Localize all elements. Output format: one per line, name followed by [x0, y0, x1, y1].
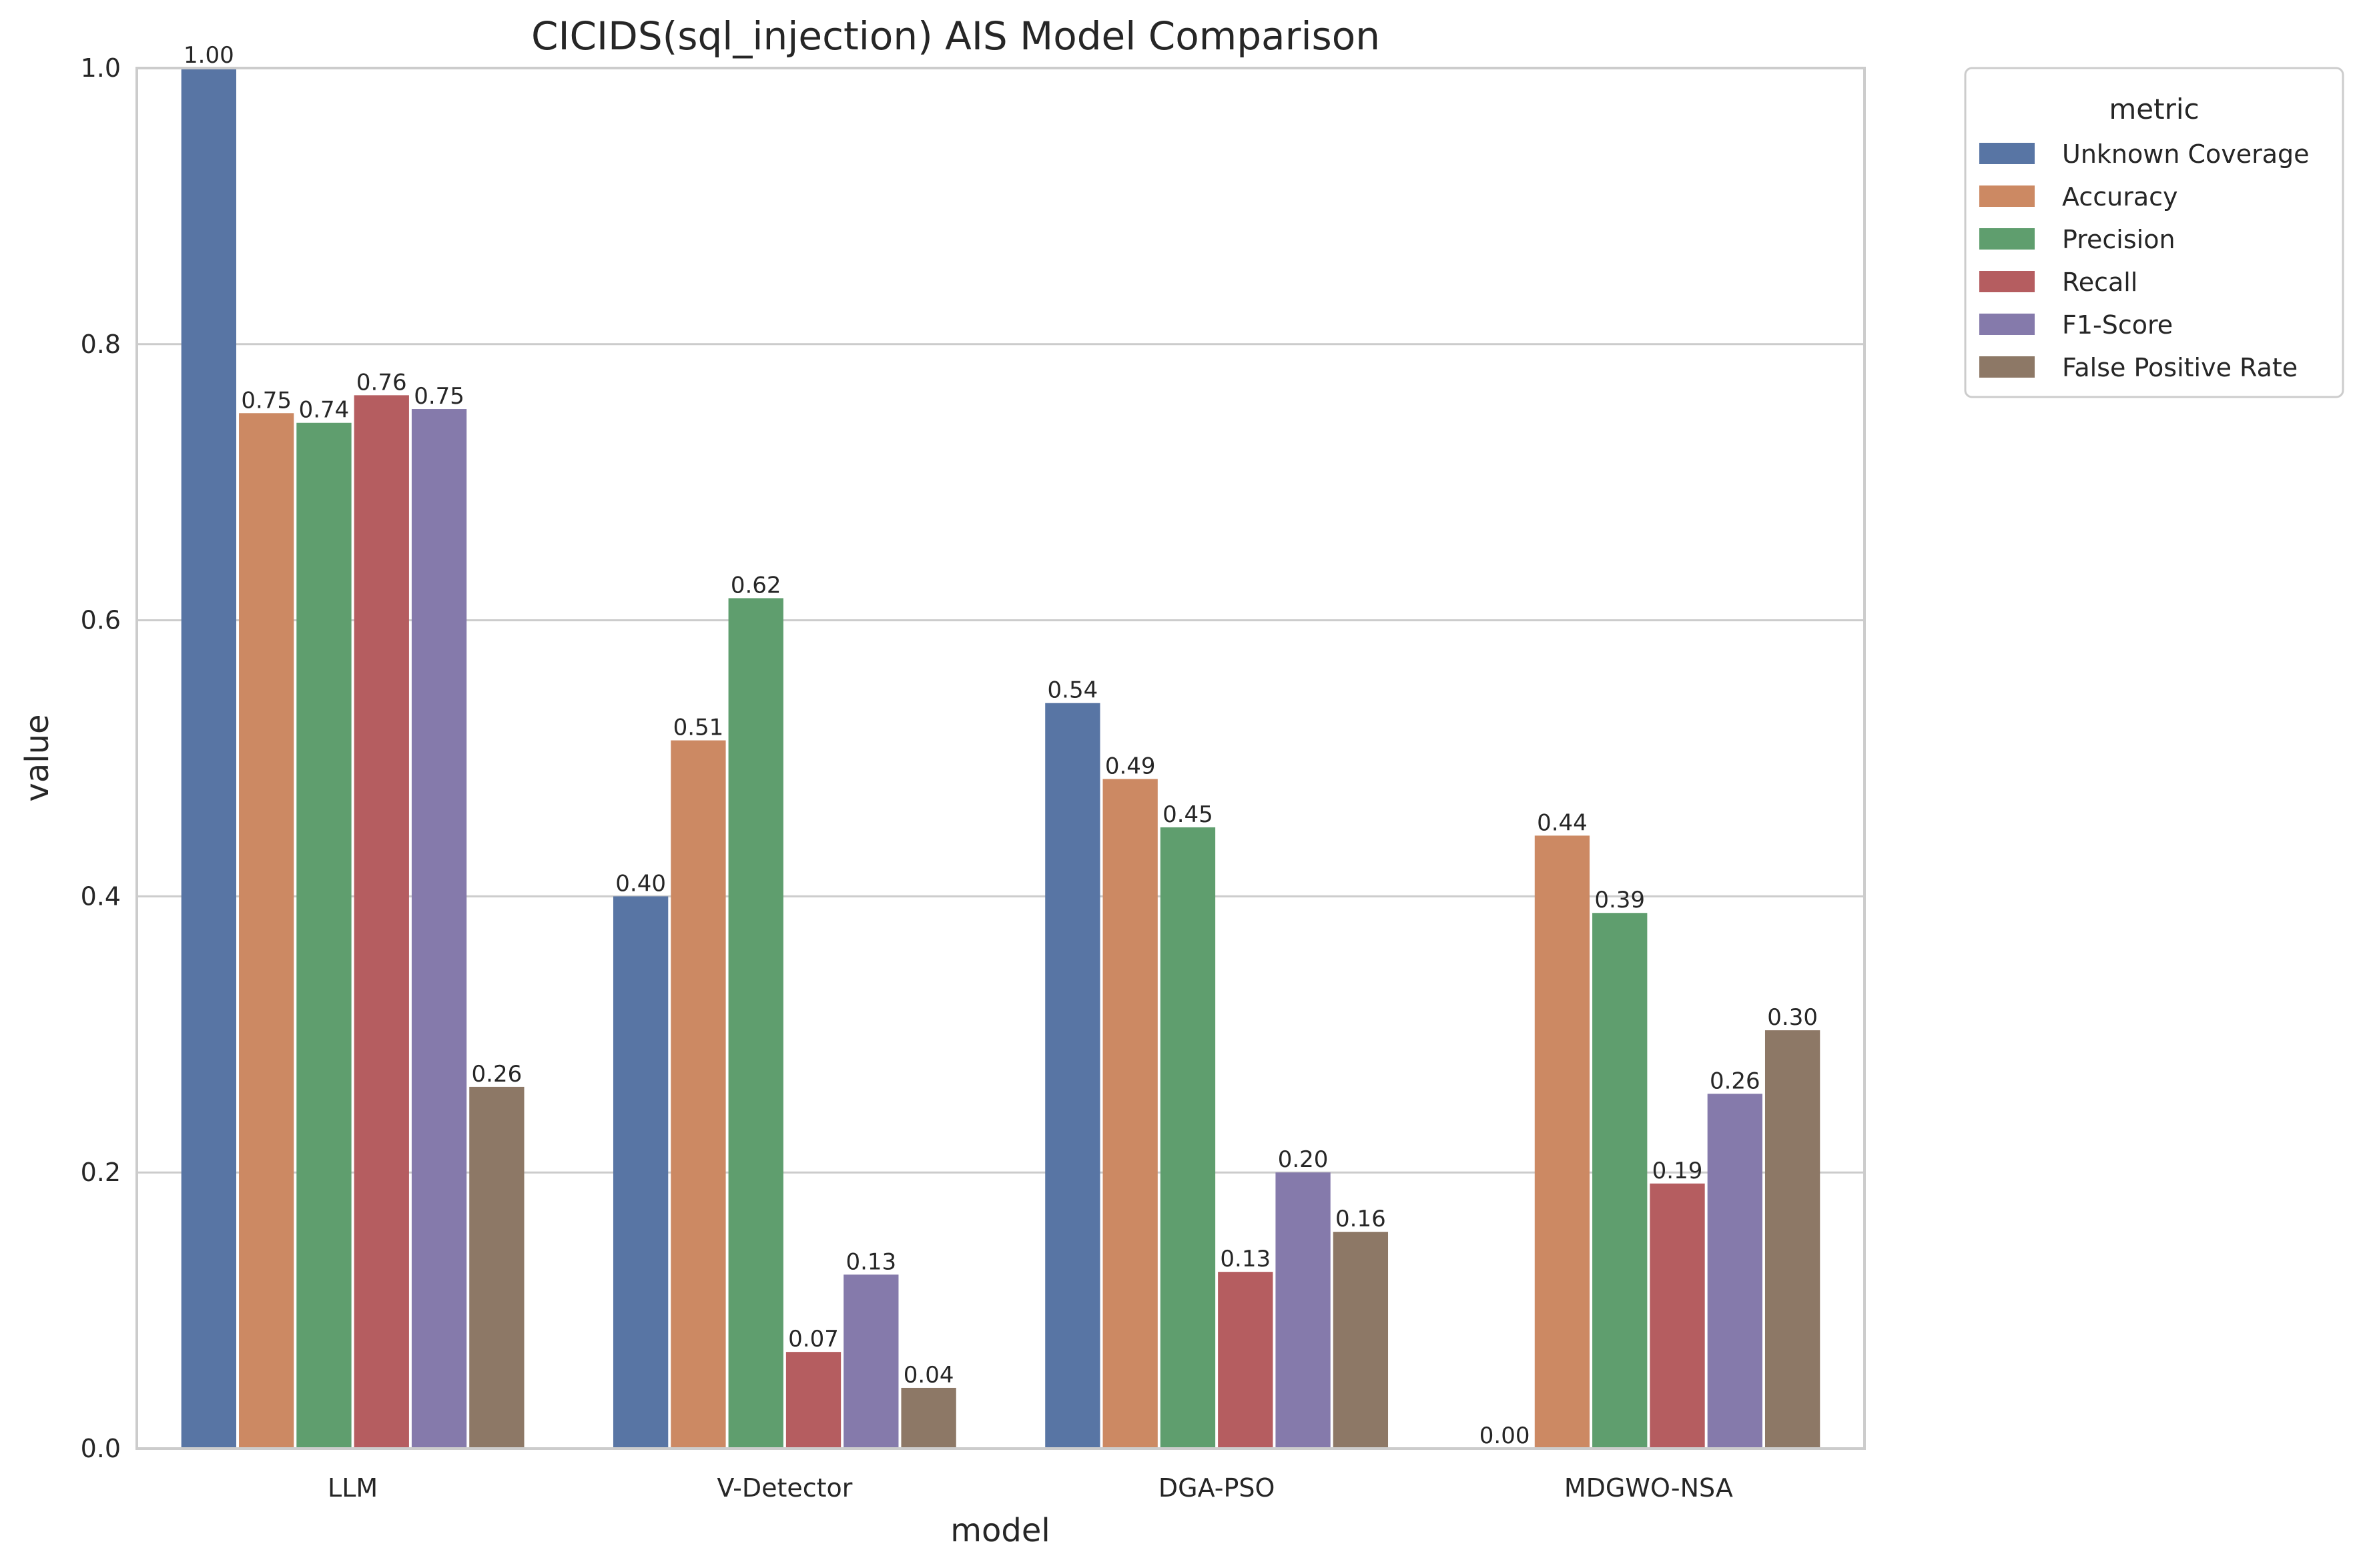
bar: [1102, 779, 1158, 1449]
legend-label: Accuracy: [2062, 182, 2178, 212]
bar-value-label: 0.00: [1479, 1423, 1530, 1449]
bar-value-label: 0.75: [414, 383, 464, 410]
bar-value-label: 0.40: [615, 870, 666, 897]
bar-value-label: 0.13: [846, 1248, 896, 1275]
legend-swatch: [1979, 356, 2035, 378]
bar: [728, 598, 783, 1449]
bar: [1592, 913, 1648, 1449]
bar-value-label: 0.62: [731, 572, 781, 599]
legend: metric Unknown Coverage Accuracy Precision…: [1964, 67, 2344, 398]
x-tick-label: LLM: [328, 1473, 378, 1503]
bar-value-label: 0.20: [1278, 1146, 1329, 1173]
bar: [1333, 1232, 1389, 1449]
y-tick-label: 0.4: [81, 881, 121, 911]
bar: [354, 395, 409, 1449]
legend-label: Recall: [2062, 268, 2137, 297]
y-tick-label: 0.0: [81, 1434, 121, 1463]
bar: [843, 1274, 899, 1449]
x-axis-title: model: [950, 1512, 1050, 1549]
legend-box: [1964, 67, 2344, 398]
bar-value-label: 0.74: [299, 397, 350, 424]
bar: [411, 409, 467, 1449]
bar: [1534, 835, 1590, 1449]
legend-title: metric: [2109, 93, 2199, 125]
bar: [1160, 827, 1216, 1449]
bar: [1045, 703, 1100, 1449]
bar-value-label: 0.49: [1105, 753, 1156, 780]
x-tick-label: V-Detector: [717, 1473, 852, 1503]
bar-value-labels: 1.00 0.75 0.740.76 0.75 0.26 0.40 0.51 0.62 0.07…: [184, 42, 1818, 1449]
legend-swatch: [1979, 143, 2035, 164]
bar: [239, 413, 294, 1449]
legend-label: False Positive Rate: [2062, 353, 2298, 382]
bar: [785, 1352, 841, 1449]
bar: [181, 68, 237, 1449]
bar-value-label: 0.45: [1162, 801, 1213, 828]
bar-value-label: 0.04: [904, 1362, 954, 1389]
bar-value-label: 0.39: [1594, 887, 1645, 913]
bar-value-label: 0.44: [1537, 809, 1588, 836]
bar-value-label: 0.51: [673, 715, 724, 741]
y-tick-label: 0.6: [81, 606, 121, 635]
bar-value-label: 0.30: [1767, 1004, 1818, 1031]
bar-value-label: 0.16: [1335, 1206, 1386, 1232]
x-axis-ticks: LLM V-Detector DGA-PSO MDGWO-NSA: [328, 1473, 1733, 1503]
plot-area-frame: [135, 67, 1866, 1450]
bar: [1218, 1272, 1273, 1449]
legend-label: Precision: [2062, 225, 2175, 254]
legend-swatch: [1979, 271, 2035, 292]
bar-value-label: 1.00: [184, 42, 234, 69]
x-tick-label: DGA-PSO: [1158, 1473, 1275, 1503]
x-tick-label: MDGWO-NSA: [1564, 1473, 1733, 1503]
bar: [1650, 1183, 1705, 1449]
legend-swatch: [1979, 228, 2035, 250]
y-axis-ticks: 0.0 0.2 0.4 0.6 0.8 1.0: [81, 53, 121, 1463]
bar-value-label: 0.75: [241, 387, 292, 414]
bar-value-label: 0.13: [1220, 1246, 1271, 1272]
bar-value-label: 0.07: [788, 1326, 839, 1352]
bar: [613, 896, 669, 1449]
bar: [1275, 1172, 1331, 1449]
legend-items: Unknown Coverage Accuracy Precision Recall F…: [1979, 139, 2310, 382]
y-tick-label: 1.0: [81, 53, 121, 83]
y-tick-label: 0.8: [81, 330, 121, 359]
bar-value-label: 0.76: [356, 369, 407, 396]
bars: [181, 68, 1820, 1449]
bar-value-label: 0.54: [1048, 677, 1098, 704]
bar-value-label: 0.19: [1652, 1158, 1703, 1184]
bar-value-label: 0.26: [1710, 1068, 1760, 1094]
legend-label: F1-Score: [2062, 310, 2173, 340]
bar: [296, 422, 352, 1449]
legend-swatch: [1979, 314, 2035, 335]
y-tick-label: 0.2: [81, 1158, 121, 1187]
bar: [469, 1086, 525, 1449]
bar-value-label: 0.26: [472, 1061, 523, 1088]
chart-title: CICIDS(sql_injection) AIS Model Comparis…: [531, 13, 1380, 59]
bar: [901, 1387, 956, 1449]
bar: [671, 740, 726, 1449]
y-axis-title: value: [19, 714, 56, 801]
bar: [1707, 1094, 1762, 1449]
legend-label: Unknown Coverage: [2062, 139, 2310, 169]
legend-swatch: [1979, 185, 2035, 207]
bar: [1764, 1030, 1820, 1449]
